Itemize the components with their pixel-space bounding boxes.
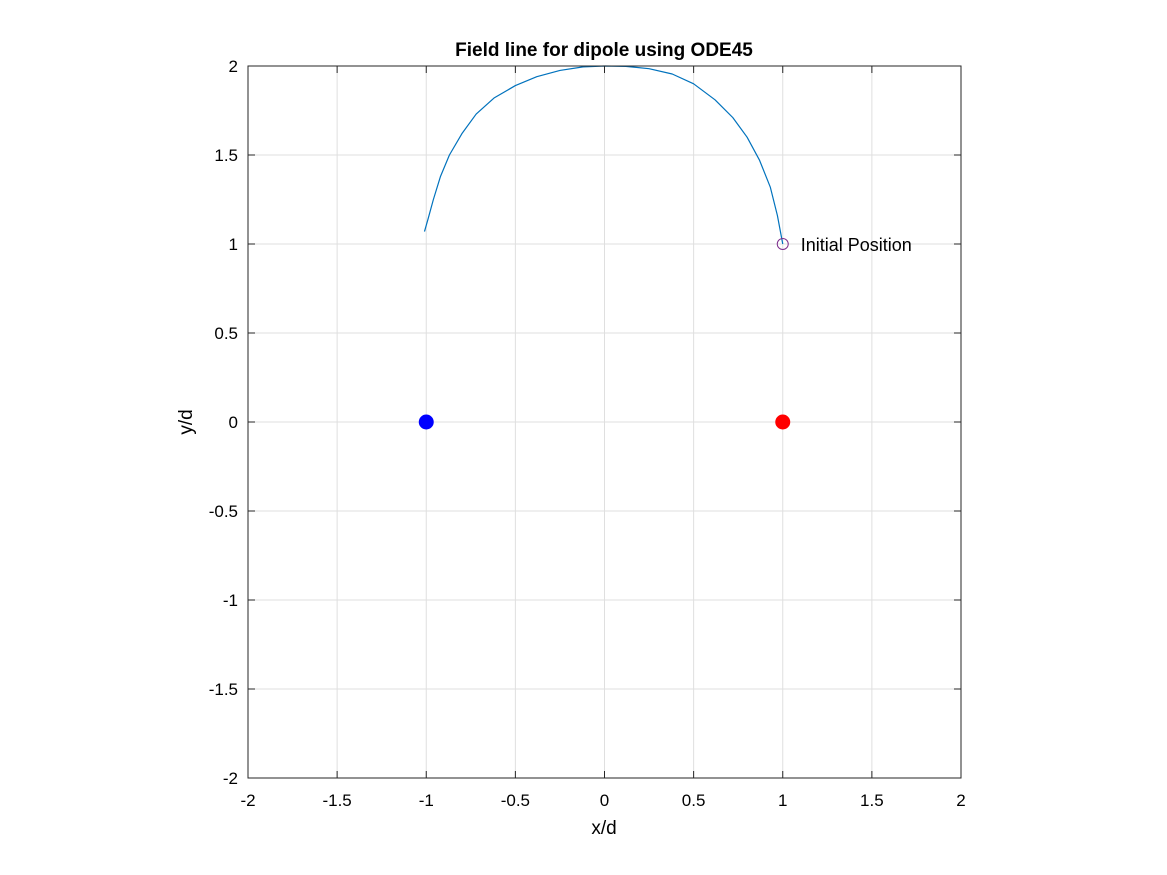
y-tick-label: -2 <box>223 769 238 788</box>
marker-layer <box>418 238 791 430</box>
x-tick-label: 1 <box>778 791 787 810</box>
x-tick-label: -0.5 <box>501 791 530 810</box>
x-tick-label: -1.5 <box>322 791 351 810</box>
tick-marks <box>247 65 962 779</box>
initial-position-marker <box>776 238 789 250</box>
y-tick-label: 1.5 <box>214 146 238 165</box>
annotation-text: Initial Position <box>801 235 912 255</box>
x-tick-label: -1 <box>419 791 434 810</box>
y-tick-label: -1.5 <box>209 680 238 699</box>
x-tick-label: 1.5 <box>860 791 884 810</box>
y-axis-label: y/d <box>176 409 197 434</box>
y-tick-label: 2 <box>229 57 238 76</box>
x-tick-labels: -2 -1.5 -1 -0.5 0 0.5 1 1.5 2 <box>240 791 965 810</box>
y-tick-labels: -2 -1.5 -1 -0.5 0 0.5 1 1.5 2 <box>209 57 238 788</box>
y-tick-label: -1 <box>223 591 238 610</box>
charge-marker <box>775 414 791 430</box>
chart-title: Field line for dipole using ODE45 <box>455 40 753 61</box>
x-tick-label: 0 <box>600 791 609 810</box>
x-tick-label: 2 <box>956 791 965 810</box>
x-tick-label: 0.5 <box>682 791 706 810</box>
annotation-layer: Initial Position <box>801 235 912 255</box>
y-tick-label: 0 <box>229 413 238 432</box>
x-axis-label: x/d <box>591 818 616 839</box>
y-tick-label: 0.5 <box>214 324 238 343</box>
charge-marker <box>418 414 434 430</box>
x-tick-label: -2 <box>240 791 255 810</box>
y-tick-label: 1 <box>229 235 238 254</box>
y-tick-label: -0.5 <box>209 502 238 521</box>
